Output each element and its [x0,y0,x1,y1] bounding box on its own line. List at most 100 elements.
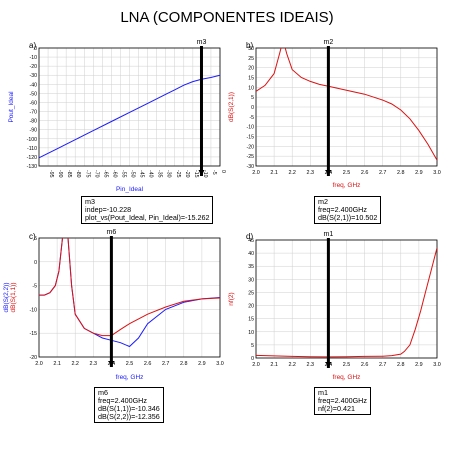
x-tick-label: 2.7 [162,361,170,367]
x-tick-label: 3.0 [216,361,224,367]
y-tick-label: 20 [248,66,254,72]
x-tick-label: 2.1 [270,170,278,176]
x-tick-label: 2.0 [35,361,43,367]
y-tick-label: 15 [248,317,254,323]
x-tick-label: 2.5 [126,361,134,367]
x-tick-label: 2.7 [379,362,387,368]
y-tick-label: -15 [247,135,255,141]
y-tick-label: -10 [30,55,38,61]
y-tick-label: 0 [34,46,37,52]
readout-line: freq=2.400GHz [318,396,367,405]
marker-triangle-icon [325,362,332,368]
x-tick-label: 2.6 [361,362,369,368]
x-tick-label: 2.0 [252,362,260,368]
y-tick-label: -5 [32,284,37,290]
panel-label-a: a) [29,41,37,50]
y-tick-label: -5 [249,115,254,121]
y-tick-label: -110 [27,146,37,152]
readout-line: freq=2.400GHz [98,396,147,405]
y-tick-label: -100 [27,137,37,143]
readout-line: plot_vs(Pout_Ideal, Pin_Ideal)=-15.262 [85,213,210,222]
y-tick-label: 5 [251,95,254,101]
x-tick-label: 2.7 [379,170,387,176]
plot-frame [38,47,221,167]
marker-readout-b[interactable]: m2 freq=2.400GHz dB(S(2,1))=10.502 [314,196,382,224]
y-tick-label: 0 [34,260,37,266]
y-tick-label: 30 [248,46,254,52]
y-tick-label: -40 [30,82,38,88]
y-tick-label: 5 [34,236,37,242]
y-tick-label: -20 [247,144,255,150]
readout-line: m3 [85,197,95,206]
readout-line: m6 [98,388,108,397]
marker-readout-c[interactable]: m6 freq=2.400GHz dB(S(1,1))=-10.346 dB(S(2,… [94,387,164,423]
y-axis-label: Pout_Ideal [8,91,15,123]
plot-frame [255,239,438,359]
marker-triangle-icon [198,170,205,176]
panel-label-d: d) [246,232,254,241]
x-tick-label: 2.8 [397,362,405,368]
y-tick-label: -80 [30,119,38,125]
x-tick-label: -85 [66,170,72,178]
y-tick-label: 15 [248,76,254,82]
y-tick-label: 30 [248,277,254,283]
x-tick-label: 2.9 [198,361,206,367]
x-tick-label: 3.0 [433,170,441,176]
x-tick-label: -15 [193,170,199,178]
marker-readout-d[interactable]: m1 freq=2.400GHz nf(2)=0.421 [314,387,371,415]
x-tick-label: -35 [157,170,163,178]
y-tick-label: 40 [248,251,254,257]
x-tick-label: 3.0 [433,362,441,368]
y-tick-label: -20 [30,355,38,361]
x-tick-label: 2.2 [288,170,296,176]
y-tick-label: -25 [247,154,255,160]
x-tick-label: 2.3 [307,362,315,368]
readout-line: freq=2.400GHz [318,205,367,214]
x-tick-label: 2.9 [415,362,423,368]
readout-line: dB(S(1,1))=-10.346 [98,404,160,413]
x-tick-label: -25 [175,170,181,178]
x-tick-label: -95 [48,170,54,178]
y-tick-label: -70 [30,110,38,116]
y-tick-label: 5 [251,343,254,349]
marker-readout-a[interactable]: m3 indep=-10.228 plot_vs(Pout_Ideal, Pin_I… [81,196,214,224]
y-tick-label: -50 [30,91,38,97]
x-tick-label: -55 [120,170,126,178]
y-tick-label: 0 [251,105,254,111]
y-tick-label: 25 [248,56,254,62]
marker-label: m3 [197,39,207,46]
y-tick-label: -10 [247,125,255,131]
y-tick-label: -20 [30,64,38,70]
marker-triangle-icon [325,170,332,176]
y-axis-label: dB(S(2,1)) [228,92,235,122]
readout-line: m2 [318,197,328,206]
y-tick-label: -10 [30,307,38,313]
x-tick-label: 2.1 [270,362,278,368]
x-tick-label: -80 [75,170,81,178]
x-tick-label: 2.1 [53,361,61,367]
x-tick-label: -30 [166,170,172,178]
x-tick-label: 2.6 [361,170,369,176]
y-tick-label: 45 [248,238,254,244]
y-tick-label: 25 [248,290,254,296]
x-tick-label: -10 [202,170,208,178]
x-tick-label: -5 [211,170,217,175]
y-tick-label: -15 [30,331,38,337]
x-tick-label: 2.8 [397,170,405,176]
y-tick-label: -120 [27,155,37,161]
y-axis-label-2: dB(S(1,1)) [10,283,17,313]
y-tick-label: -60 [30,100,38,106]
x-tick-label: -75 [84,170,90,178]
y-tick-label: 10 [248,330,254,336]
y-tick-label: -90 [30,128,38,134]
x-tick-label: -45 [139,170,145,178]
x-tick-label: 2.3 [307,170,315,176]
x-tick-label: 2.0 [252,170,260,176]
x-tick-label: 2.2 [71,361,79,367]
y-axis-label: dB(S(2,2)) [3,283,10,313]
x-tick-label: 2.3 [90,361,98,367]
readout-line: dB(S(2,2))=-12.356 [98,412,160,421]
page-title: LNA (COMPONENTES IDEAIS) [120,9,334,26]
x-tick-label: 0 [220,170,226,173]
